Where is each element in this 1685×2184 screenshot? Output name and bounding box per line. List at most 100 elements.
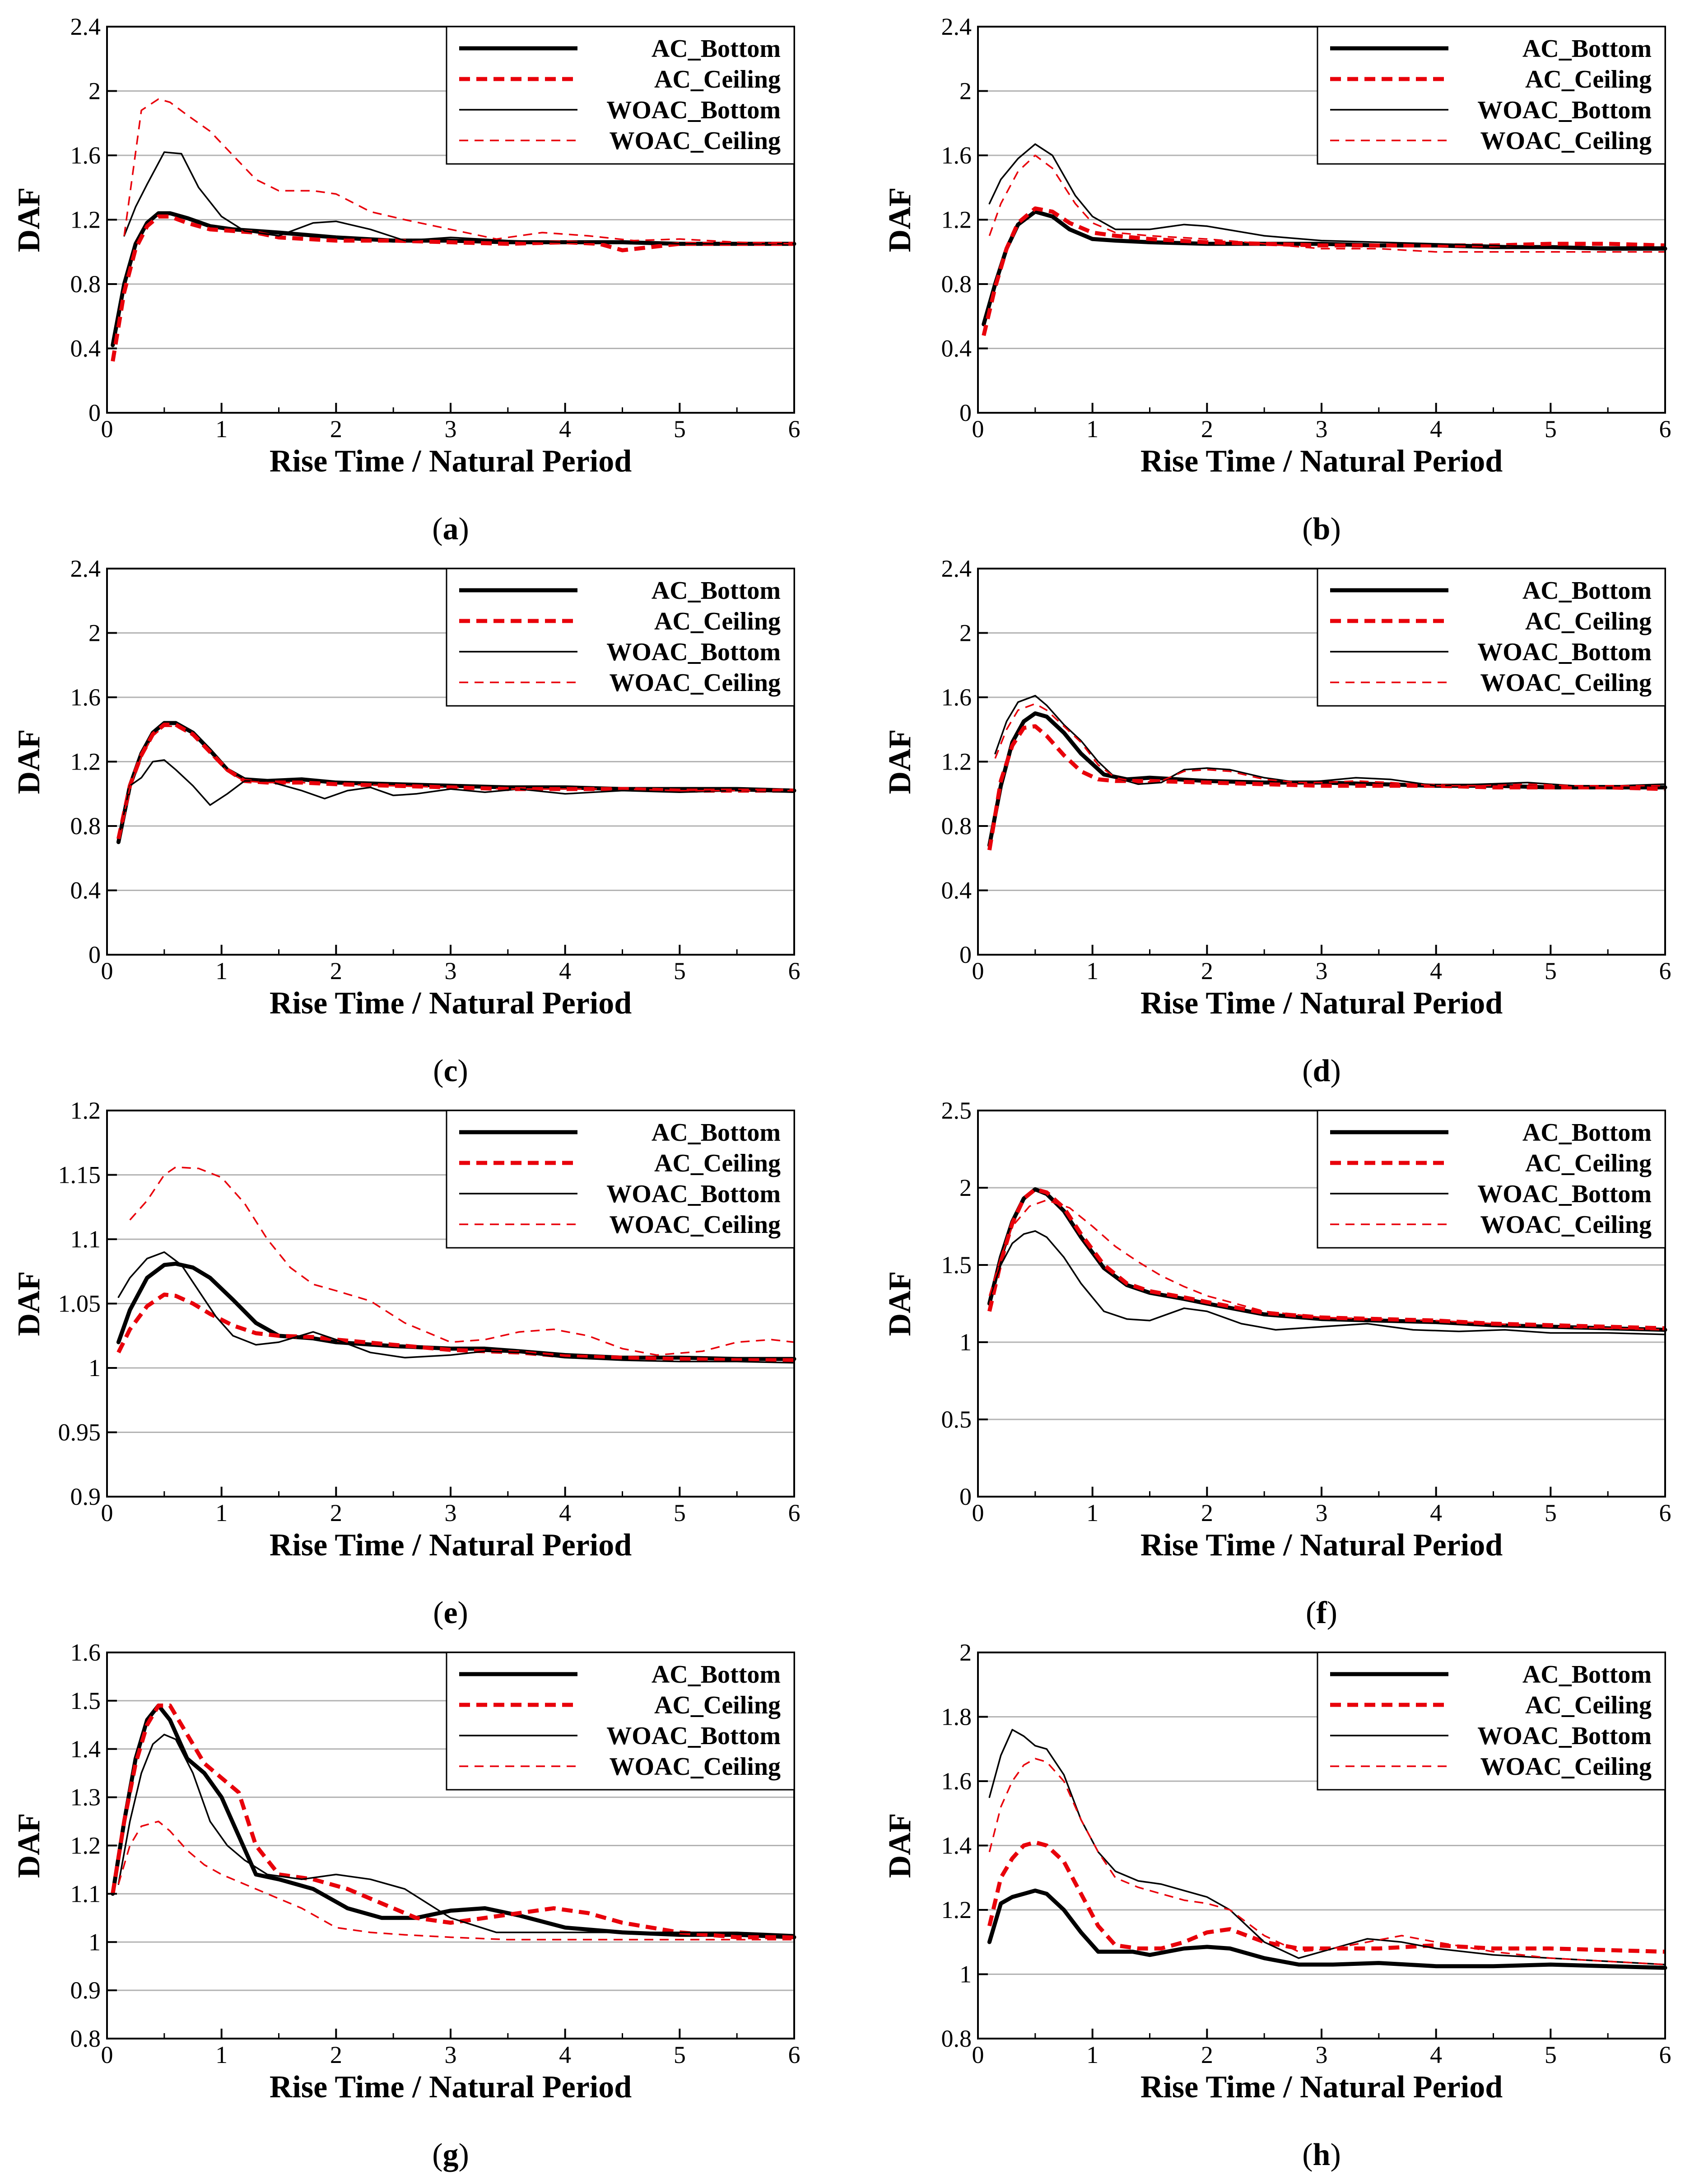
series-line-woac-bottom xyxy=(988,143,1666,248)
caption-paren-open: ( xyxy=(1302,1054,1313,1088)
y-tick-label: 0.8 xyxy=(70,271,101,298)
y-tick-label: 0.4 xyxy=(70,335,101,362)
caption-letter: d xyxy=(1313,1054,1331,1088)
x-tick-label: 5 xyxy=(1545,957,1557,985)
panel-caption: (h) xyxy=(1302,2137,1341,2172)
series-line-ac-bottom xyxy=(987,1888,1667,1970)
x-tick-label: 5 xyxy=(674,957,686,985)
x-tick-label: 1 xyxy=(1086,1499,1099,1526)
x-axis-label: Rise Time / Natural Period xyxy=(270,2070,632,2105)
series-line-ac-ceiling xyxy=(111,1703,794,1940)
y-axis-label: DAF xyxy=(883,729,917,794)
x-tick-label: 4 xyxy=(1430,957,1442,985)
x-axis-label: Rise Time / Natural Period xyxy=(270,986,632,1021)
x-tick-label: 2 xyxy=(1201,2041,1213,2068)
x-tick-label: 3 xyxy=(1316,415,1328,443)
x-axis-label: Rise Time / Natural Period xyxy=(1140,1528,1503,1563)
legend-label: WOAC_Bottom xyxy=(606,96,781,124)
legend-label: AC_Bottom xyxy=(1522,35,1652,63)
caption-letter: f xyxy=(1316,1596,1327,1630)
y-axis-label: DAF xyxy=(883,1813,917,1878)
x-axis-label: Rise Time / Natural Period xyxy=(1140,2070,1503,2105)
y-tick-label: 0 xyxy=(959,399,972,426)
x-tick-label: 5 xyxy=(674,2041,686,2068)
x-tick-label: 2 xyxy=(330,415,342,443)
series-line-ac-bottom xyxy=(116,1261,796,1361)
x-tick-label: 6 xyxy=(788,957,801,985)
x-tick-label: 1 xyxy=(1086,415,1099,443)
y-tick-label: 1.6 xyxy=(70,684,101,711)
x-tick-label: 1 xyxy=(215,957,228,985)
series-line-woac-bottom xyxy=(988,1230,1666,1335)
y-tick-label: 2 xyxy=(959,1639,972,1666)
chart-panel-e: 0 1 2 3 4 5 6 0.9 0.95 1 1.05 1.1 1.15 1.2 Rise Time /… xyxy=(12,1097,801,1630)
caption-paren-close: ) xyxy=(1330,512,1341,546)
x-tick-label: 6 xyxy=(788,2041,801,2068)
legend-label: AC_Ceiling xyxy=(654,1149,781,1177)
x-axis-label: Rise Time / Natural Period xyxy=(270,1528,632,1563)
y-tick-label: 0.8 xyxy=(941,2025,972,2052)
series-line-woac-ceiling xyxy=(988,1199,1666,1331)
y-tick-label: 0.8 xyxy=(70,2025,101,2052)
y-tick-label: 0.4 xyxy=(941,877,972,904)
caption-letter: b xyxy=(1313,512,1331,546)
x-tick-label: 2 xyxy=(330,2041,342,2068)
legend-label: AC_Ceiling xyxy=(1525,1691,1652,1719)
legend-label: WOAC_Bottom xyxy=(606,1180,781,1208)
caption-paren-close: ) xyxy=(458,1054,468,1088)
x-tick-label: 3 xyxy=(1316,2041,1328,2068)
caption-letter: e xyxy=(443,1596,457,1630)
panel-caption: (f) xyxy=(1306,1596,1337,1630)
y-tick-label: 0 xyxy=(959,1483,972,1510)
chart-panel-f: 0 1 2 3 4 5 6 0 0.5 1 1.5 2 2.5 Rise Time / Natural P… xyxy=(883,1097,1671,1630)
series-line-woac-ceiling xyxy=(123,98,795,245)
y-tick-label: 0.9 xyxy=(70,1977,101,2004)
y-tick-label: 2.4 xyxy=(70,555,101,582)
x-tick-label: 4 xyxy=(1430,415,1442,443)
legend-label: AC_Ceiling xyxy=(1525,65,1652,93)
x-tick-label: 3 xyxy=(1316,957,1328,985)
legend-label: AC_Bottom xyxy=(652,1119,781,1147)
x-tick-label: 1 xyxy=(215,2041,228,2068)
y-tick-label: 2.4 xyxy=(941,555,972,582)
y-tick-label: 0.4 xyxy=(70,877,101,904)
y-tick-label: 1.4 xyxy=(941,1832,972,1859)
x-tick-label: 6 xyxy=(788,1499,801,1526)
y-tick-label: 2.5 xyxy=(941,1097,972,1124)
y-axis-label: DAF xyxy=(12,1813,47,1878)
x-tick-label: 6 xyxy=(788,415,801,443)
legend-label: WOAC_Bottom xyxy=(606,638,781,666)
panel-caption: (d) xyxy=(1302,1054,1341,1088)
legend-label: AC_Bottom xyxy=(652,577,781,605)
y-tick-label: 1.6 xyxy=(941,1768,972,1795)
y-tick-label: 1.3 xyxy=(70,1784,101,1811)
caption-paren-close: ) xyxy=(459,512,469,546)
x-tick-label: 4 xyxy=(1430,2041,1442,2068)
caption-letter: c xyxy=(443,1054,457,1088)
caption-paren-open: ( xyxy=(432,512,442,546)
y-tick-label: 1 xyxy=(959,1329,972,1356)
legend-label: AC_Bottom xyxy=(652,1661,781,1689)
series-line-ac-ceiling xyxy=(116,723,794,840)
legend-label: AC_Bottom xyxy=(1522,1119,1652,1147)
x-tick-label: 0 xyxy=(101,957,113,985)
legend-label: AC_Ceiling xyxy=(1525,607,1652,635)
x-tick-label: 0 xyxy=(972,1499,984,1526)
y-axis-label: DAF xyxy=(883,187,917,252)
y-tick-label: 1.6 xyxy=(70,142,101,169)
x-tick-label: 5 xyxy=(1545,1499,1557,1526)
x-tick-label: 4 xyxy=(1430,1499,1442,1526)
y-tick-label: 1.2 xyxy=(70,206,101,233)
legend-label: AC_Bottom xyxy=(1522,577,1652,605)
x-tick-label: 2 xyxy=(1201,1499,1213,1526)
y-tick-label: 2 xyxy=(88,620,101,647)
caption-paren-open: ( xyxy=(432,2137,442,2172)
y-tick-label: 1.6 xyxy=(70,1639,101,1666)
y-tick-label: 1.1 xyxy=(70,1226,101,1253)
legend-label: WOAC_Ceiling xyxy=(1480,127,1652,155)
series-line-ac-bottom xyxy=(116,721,796,845)
y-tick-label: 2.4 xyxy=(941,13,972,40)
y-tick-label: 1 xyxy=(959,1961,972,1988)
y-tick-label: 1.5 xyxy=(941,1251,972,1279)
